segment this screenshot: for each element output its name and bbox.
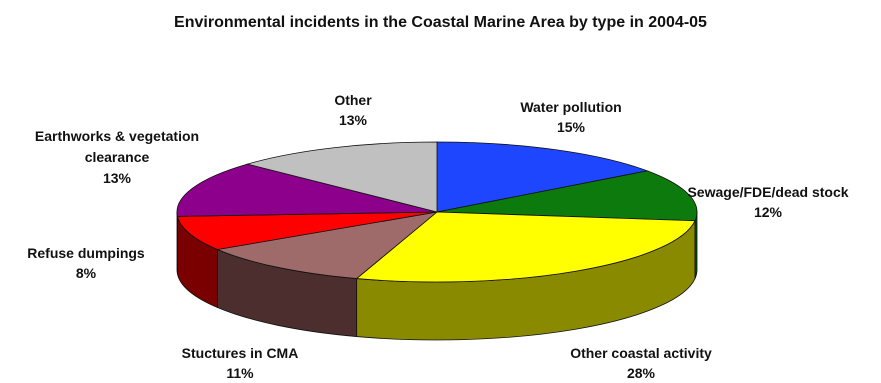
slice-name: Water pollution bbox=[520, 99, 622, 115]
slice-value: 28% bbox=[626, 365, 656, 381]
slice-sewage-fde-dead-stock bbox=[436, 170, 698, 222]
slice-label-earthworks: Earthworks & vegetation clearance 13% bbox=[6, 126, 228, 189]
slice-name: Other coastal activity bbox=[570, 345, 712, 361]
slice-side-earthworks-vegetation-clearance bbox=[176, 211, 178, 275]
slice-label-sewage: Sewage/FDE/dead stock 12% bbox=[668, 182, 868, 222]
slice-label-other-coastal-activity: Other coastal activity 28% bbox=[531, 343, 751, 383]
slice-label-refuse-dumpings: Refuse dumpings 8% bbox=[6, 243, 166, 283]
slice-name: Stuctures in CMA bbox=[181, 345, 299, 361]
slice-name: Sewage/FDE/dead stock bbox=[687, 184, 849, 200]
slice-value: 15% bbox=[556, 119, 586, 135]
slice-value: 13% bbox=[102, 170, 132, 186]
slice-earthworks-vegetation-clearance bbox=[176, 163, 438, 217]
slice-name: Earthworks & vegetation clearance bbox=[34, 128, 200, 165]
slice-label-other: Other 13% bbox=[303, 90, 403, 130]
slice-name: Other bbox=[334, 92, 372, 108]
slice-stuctures-in-cma bbox=[216, 211, 439, 279]
slice-other-coastal-activity bbox=[355, 211, 696, 283]
slice-refuse-dumpings bbox=[177, 211, 438, 250]
slice-other bbox=[245, 141, 438, 213]
slice-water-pollution bbox=[436, 141, 649, 213]
slice-label-water-pollution: Water pollution 15% bbox=[496, 97, 646, 137]
slice-value: 8% bbox=[75, 265, 97, 281]
chart-title: Environmental incidents in the Coastal M… bbox=[174, 14, 707, 31]
slice-value: 12% bbox=[753, 204, 783, 220]
slice-name: Refuse dumpings bbox=[27, 245, 145, 261]
slice-value: 11% bbox=[226, 365, 254, 381]
slice-label-structures-cma: Stuctures in CMA 11% bbox=[150, 343, 330, 383]
slice-value: 13% bbox=[338, 112, 368, 128]
